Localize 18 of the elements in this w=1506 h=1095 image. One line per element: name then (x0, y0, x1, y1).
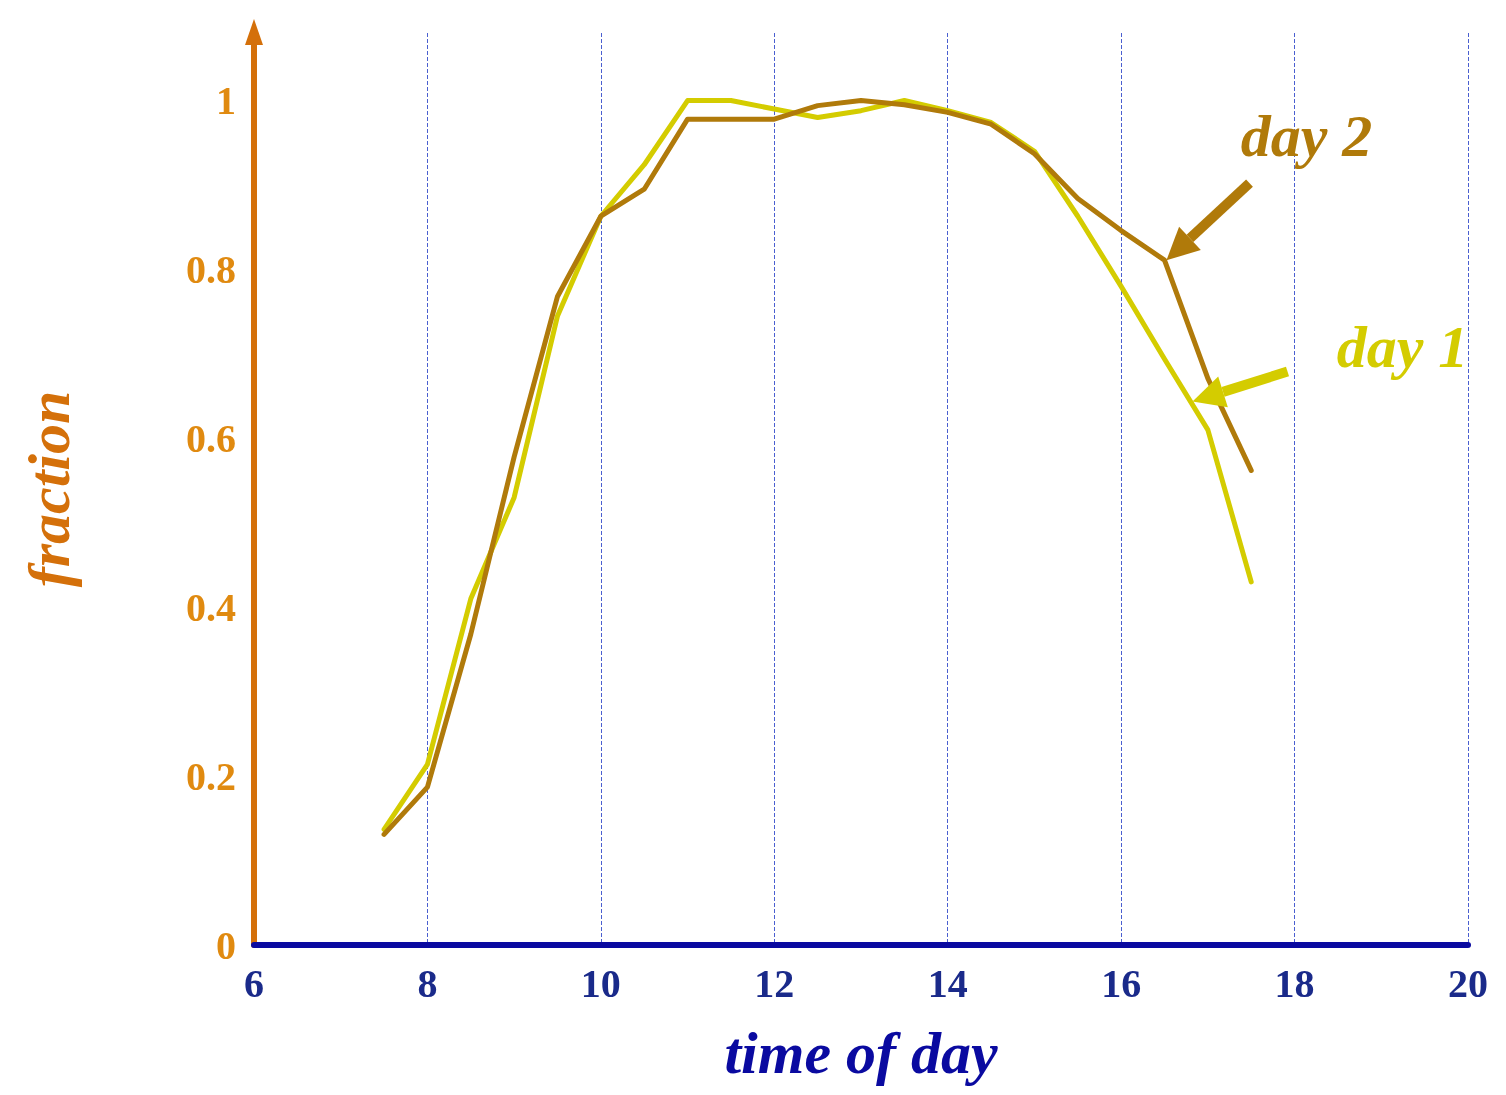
y-tick-label: 0.6 (186, 415, 236, 461)
x-tick-label: 10 (580, 960, 621, 1006)
x-tick-label: 6 (244, 960, 264, 1006)
legend-label: day 1 (1336, 313, 1469, 380)
x-tick-label: 18 (1274, 960, 1315, 1006)
y-axis-title: fraction (16, 390, 82, 588)
y-tick-label: 0.2 (186, 753, 236, 799)
x-axis-title: time of day (724, 1020, 998, 1086)
y-tick-label: 0.8 (186, 246, 236, 292)
x-tick-label: 8 (417, 960, 438, 1006)
y-tick-label: 1 (216, 78, 236, 124)
series-label: day 2 (1240, 103, 1373, 170)
x-tick-label: 16 (1101, 960, 1142, 1006)
y-tick-label: 0 (216, 922, 236, 968)
x-tick-label: 20 (1448, 960, 1488, 1006)
x-tick-label: 12 (754, 960, 795, 1006)
x-tick-label: 14 (927, 960, 968, 1006)
y-tick-label: 0.4 (186, 584, 236, 630)
